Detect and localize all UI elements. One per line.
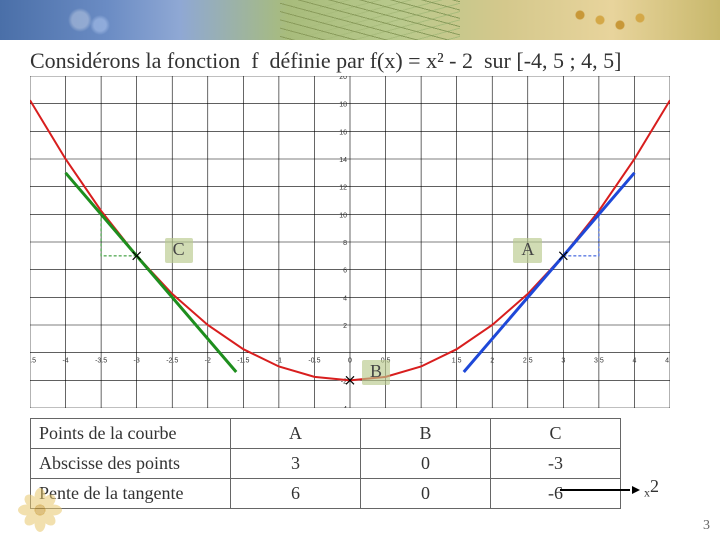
svg-text:-3: -3 (134, 358, 140, 365)
svg-text:-3.5: -3.5 (95, 358, 107, 365)
svg-text:4.5: 4.5 (665, 358, 670, 365)
row-header: Abscisse des points (31, 449, 231, 479)
cell-B: 0 (361, 479, 491, 509)
svg-text:20: 20 (339, 76, 347, 81)
row-header: Points de la courbe (31, 419, 231, 449)
svg-text:3.5: 3.5 (594, 358, 604, 365)
svg-text:10: 10 (339, 212, 347, 219)
svg-text:2.5: 2.5 (523, 358, 533, 365)
svg-text:6: 6 (343, 268, 347, 275)
cell-A: A (231, 419, 361, 449)
svg-text:-4: -4 (341, 406, 347, 408)
table-row: Points de la courbe A B C (31, 419, 621, 449)
svg-text:2: 2 (343, 323, 347, 330)
svg-text:4: 4 (343, 295, 347, 302)
cell-A: 3 (231, 449, 361, 479)
node-label-B: B (362, 360, 390, 385)
node-label-C: C (165, 238, 193, 263)
flower-icon (18, 488, 62, 532)
svg-text:-0.5: -0.5 (308, 358, 320, 365)
table-row: Pente de la tangente 6 0 -6 (31, 479, 621, 509)
svg-text:-1.5: -1.5 (237, 358, 249, 365)
svg-text:12: 12 (339, 185, 347, 192)
cell-C: -3 (491, 449, 621, 479)
svg-text:-1: -1 (276, 358, 282, 365)
table-row: Abscisse des points 3 0 -3 (31, 449, 621, 479)
svg-text:1.5: 1.5 (452, 358, 462, 365)
svg-text:3: 3 (561, 358, 565, 365)
cell-B: 0 (361, 449, 491, 479)
decorative-banner (0, 0, 720, 40)
derivative-formula: x2 (644, 476, 659, 501)
arrow-to-formula (560, 486, 640, 494)
cell-B: B (361, 419, 491, 449)
svg-text:-2.5: -2.5 (166, 358, 178, 365)
data-table: Points de la courbe A B C Abscisse des p… (30, 418, 621, 509)
svg-text:-2: -2 (205, 358, 211, 365)
cell-C: C (491, 419, 621, 449)
cell-A: 6 (231, 479, 361, 509)
function-chart: -4.5-4-3.5-3-2.5-2-1.5-1-0.500.511.522.5… (30, 76, 670, 408)
page-number: 3 (703, 518, 710, 534)
page-title: Considérons la fonction f définie par f(… (30, 48, 621, 74)
svg-text:8: 8 (343, 240, 347, 247)
svg-text:16: 16 (339, 129, 347, 136)
svg-text:-4: -4 (62, 358, 68, 365)
node-label-A: A (513, 238, 542, 263)
svg-text:18: 18 (339, 102, 347, 109)
svg-text:0: 0 (348, 358, 352, 365)
svg-text:14: 14 (339, 157, 347, 164)
svg-text:-4.5: -4.5 (30, 358, 36, 365)
svg-text:4: 4 (632, 358, 636, 365)
svg-text:2: 2 (490, 358, 494, 365)
chart-svg: -4.5-4-3.5-3-2.5-2-1.5-1-0.500.511.522.5… (30, 76, 670, 408)
svg-text:1: 1 (419, 358, 423, 365)
